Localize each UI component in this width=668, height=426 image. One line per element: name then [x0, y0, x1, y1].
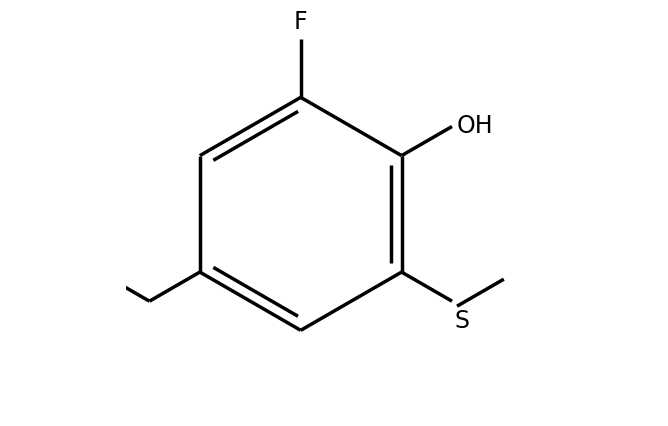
Text: S: S	[454, 309, 469, 333]
Text: F: F	[294, 10, 307, 34]
Text: OH: OH	[457, 115, 494, 138]
